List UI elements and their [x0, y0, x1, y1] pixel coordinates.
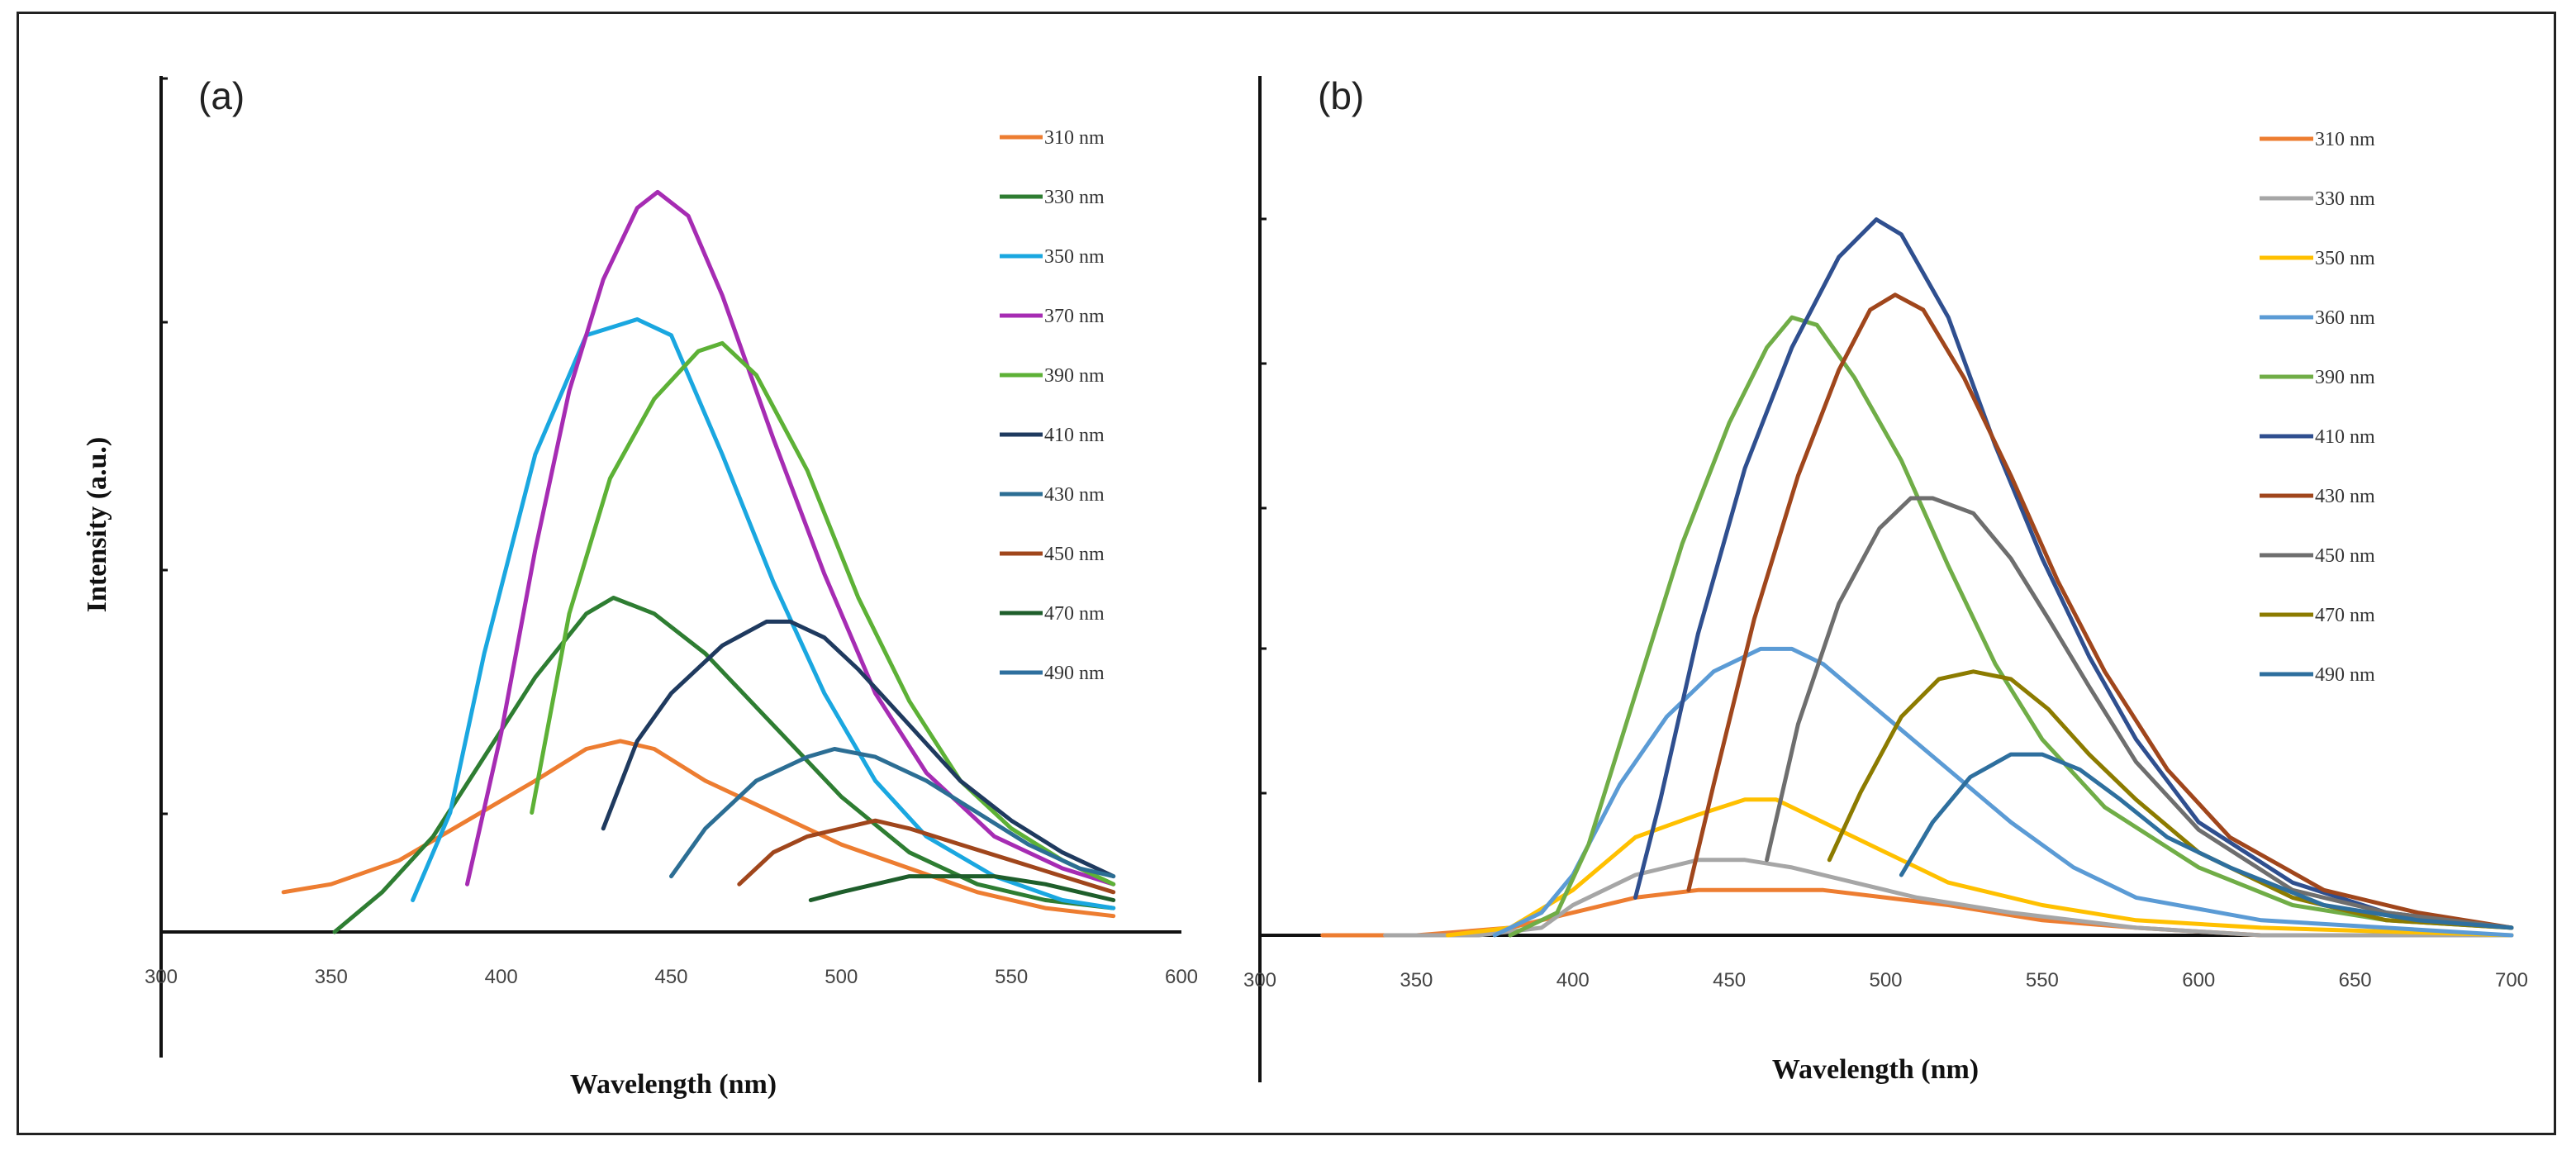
legend-label: 370 nm: [1044, 306, 1105, 327]
legend-label: 450 nm: [2315, 545, 2375, 567]
x-tick-label: 350: [1400, 969, 1433, 991]
legend-label: 330 nm: [2315, 188, 2375, 210]
series-line: [1383, 858, 2514, 938]
x-tick-label: 350: [315, 966, 348, 988]
series-line: [1445, 797, 2514, 938]
series-line: [1686, 292, 2514, 930]
series-line: [530, 340, 1116, 887]
x-axis-title: Wavelength (nm): [570, 1069, 777, 1100]
x-tick-label: 600: [2182, 969, 2215, 991]
legend-label: 350 nm: [1044, 246, 1105, 268]
series-line: [601, 619, 1116, 879]
x-tick-label: 500: [825, 966, 858, 988]
legend-label: 390 nm: [1044, 365, 1105, 387]
x-tick-label: 600: [1165, 966, 1198, 988]
series-line: [737, 818, 1116, 895]
legend-label: 490 nm: [2315, 664, 2375, 686]
x-tick-label: 550: [995, 966, 1028, 988]
series-line: [1633, 217, 2514, 930]
x-tick-label: 400: [1557, 969, 1590, 991]
x-tick-label: 450: [1713, 969, 1746, 991]
series-line: [1492, 646, 2514, 938]
series-line: [1765, 496, 2514, 930]
series-line: [808, 874, 1116, 902]
legend-label: 390 nm: [2315, 367, 2375, 388]
series-line: [1899, 752, 2514, 930]
y-axis-title: Intensity (a.u.): [82, 437, 112, 613]
x-tick-label: 650: [2339, 969, 2372, 991]
x-tick-label: 450: [654, 966, 687, 988]
series-line: [669, 747, 1116, 879]
legend-label: 490 nm: [1044, 663, 1105, 684]
legend-label: 470 nm: [2315, 605, 2375, 626]
legend-label: 410 nm: [1044, 425, 1105, 446]
x-tick-label: 300: [1243, 969, 1276, 991]
legend-label: 430 nm: [2315, 486, 2375, 507]
x-tick-label: 400: [485, 966, 518, 988]
x-tick-label: 500: [1869, 969, 1902, 991]
x-tick-label: 700: [2495, 969, 2528, 991]
legend-label: 450 nm: [1044, 544, 1105, 565]
panel-label: (b): [1318, 74, 1364, 117]
legend-label: 430 nm: [1044, 484, 1105, 506]
series-line: [1827, 669, 2514, 930]
x-tick-label: 550: [2026, 969, 2059, 991]
series-line: [465, 189, 1116, 887]
x-tick-label: 300: [145, 966, 178, 988]
legend-label: 350 nm: [2315, 248, 2375, 269]
panel-label: (a): [198, 74, 245, 117]
legend-label: 410 nm: [2315, 426, 2375, 448]
series-line: [411, 317, 1116, 910]
legend-label: 330 nm: [1044, 187, 1105, 208]
legend-label: 310 nm: [1044, 127, 1105, 149]
series-line: [1508, 315, 2514, 938]
figure-frame: [17, 12, 2556, 1135]
legend-label: 310 nm: [2315, 129, 2375, 150]
legend-label: 360 nm: [2315, 307, 2375, 329]
x-axis-title: Wavelength (nm): [1772, 1054, 1979, 1085]
legend-label: 470 nm: [1044, 603, 1105, 625]
